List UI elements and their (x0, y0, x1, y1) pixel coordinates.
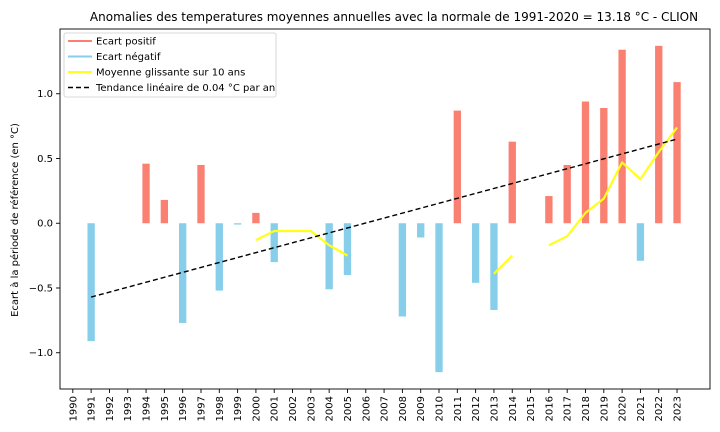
x-tick-label: 1998 (215, 396, 226, 421)
x-tick-label: 2002 (288, 396, 299, 421)
x-tick-label: 2017 (563, 396, 574, 421)
x-tick-label: 1990 (68, 396, 79, 421)
x-tick-label: 2009 (416, 396, 427, 421)
bar-2000 (252, 212, 260, 224)
x-tick-label: 1995 (160, 396, 171, 421)
x-tick-label: 2014 (508, 396, 519, 421)
x-tick-label: 2001 (270, 396, 281, 421)
x-tick-label: 2023 (673, 396, 684, 421)
bar-2016 (545, 196, 553, 224)
bar-2013 (490, 223, 498, 311)
x-tick-label: 2011 (453, 396, 464, 421)
axes: −1.0 −0.5 0.0 0.5 1.0 1990 1991 1992 1993 1994 199… (29, 28, 711, 421)
legend-label-positive: Ecart positif (96, 37, 156, 48)
y-tick-label: 1.0 (37, 89, 53, 100)
trend-line (90, 138, 678, 298)
bar-2023 (673, 82, 681, 224)
x-tick-label: 2020 (618, 396, 629, 421)
bar-1996 (179, 223, 187, 323)
x-tick-label: 1991 (87, 396, 98, 421)
bar-1994 (142, 163, 150, 224)
x-tick-label: 2007 (380, 396, 391, 421)
bar-1995 (160, 199, 169, 224)
bar-1991 (87, 223, 95, 342)
legend: Ecart positif Ecart négatif Moyenne glissa… (63, 32, 277, 98)
chart-lines (90, 126, 678, 298)
bar-2017 (563, 164, 571, 224)
bar-2014 (508, 141, 516, 224)
bar-2008 (398, 223, 407, 317)
x-tick-label: 2018 (581, 396, 592, 421)
x-tick-label: 2012 (471, 396, 482, 421)
anomaly-bars (87, 45, 681, 373)
bar-2011 (453, 110, 461, 224)
moving-average-line-1 (255, 229, 349, 257)
x-tick-label: 1994 (142, 396, 153, 421)
moving-average-line-3 (548, 126, 678, 247)
bar-2022 (655, 45, 663, 224)
bar-1997 (197, 164, 205, 224)
bar-2010 (435, 223, 443, 373)
x-tick-label: 2000 (251, 396, 262, 421)
x-tick-label: 2003 (306, 396, 317, 421)
legend-label-negative: Ecart négatif (96, 51, 161, 63)
bar-2005 (343, 223, 352, 276)
x-tick-label: 2016 (544, 396, 555, 421)
bar-2019 (600, 107, 608, 224)
bar-2018 (581, 101, 590, 224)
bar-2009 (417, 223, 425, 238)
x-tick-label: 2021 (636, 396, 647, 421)
legend-label-moving: Moyenne glissante sur 10 ans (96, 68, 245, 79)
legend-label-trend: Tendance linéaire de 0.04 °C par an (95, 82, 275, 94)
bar-2001 (270, 223, 278, 263)
x-tick-label: 2010 (435, 396, 446, 421)
bar-2004 (325, 223, 333, 290)
x-tick-label: 2008 (398, 396, 409, 421)
bar-2020 (618, 49, 626, 224)
bar-1998 (215, 223, 223, 291)
x-tick-label: 1992 (105, 396, 116, 421)
chart-title: Anomalies des temperatures moyennes annu… (90, 10, 698, 24)
moving-average-line-2 (493, 254, 514, 275)
y-tick-label: −1.0 (29, 348, 53, 359)
x-tick-label: 2006 (361, 396, 372, 421)
x-tick-label: 2004 (325, 396, 336, 421)
plot-frame (59, 28, 711, 390)
x-tick-label: 1999 (233, 396, 244, 421)
x-tick-label: 2019 (599, 396, 610, 421)
x-tick-label: 2013 (489, 396, 500, 421)
x-tick-label: 2022 (654, 396, 665, 421)
y-tick-label: 0.0 (37, 219, 53, 230)
bar-2012 (471, 223, 480, 283)
bar-2021 (636, 223, 645, 261)
bar-1999 (233, 223, 242, 225)
x-tick-label: 1993 (123, 396, 134, 421)
y-axis-label: Ecart à la période de référence (en °C) (9, 123, 21, 317)
y-tick-label: −0.5 (29, 283, 53, 294)
y-tick-label: 0.5 (37, 154, 53, 165)
legend-box (63, 32, 277, 98)
x-tick-label: 2015 (526, 396, 537, 421)
x-tick-label: 1997 (196, 396, 207, 421)
x-tick-label: 1996 (178, 396, 189, 421)
x-tick-label: 2005 (343, 396, 354, 421)
